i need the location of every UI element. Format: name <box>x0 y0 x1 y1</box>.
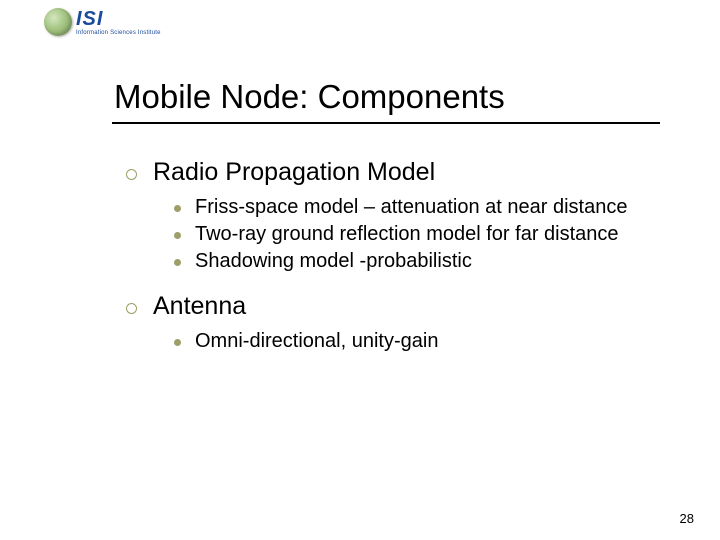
logo-text: ISI Information Sciences Institute <box>76 9 161 36</box>
solid-circle-bullet-icon <box>174 259 181 266</box>
section-antenna: Antenna Omni-directional, unity-gain <box>126 292 666 354</box>
logo-tagline: Information Sciences Institute <box>76 30 161 36</box>
list-item: Friss-space model – attenuation at near … <box>174 195 666 220</box>
sub-list: Friss-space model – attenuation at near … <box>174 195 666 274</box>
list-item: Shadowing model -probabilistic <box>174 249 666 274</box>
list-item-text: Friss-space model – attenuation at near … <box>195 195 627 220</box>
logo-acronym: ISI <box>76 9 161 29</box>
sub-list: Omni-directional, unity-gain <box>174 329 666 354</box>
page-number: 28 <box>680 511 694 526</box>
section-heading-row: Radio Propagation Model <box>126 158 666 187</box>
section-heading: Antenna <box>153 292 246 321</box>
slide-title: Mobile Node: Components <box>114 78 505 116</box>
list-item: Two-ray ground reflection model for far … <box>174 222 666 247</box>
open-circle-bullet-icon <box>126 169 137 180</box>
title-underline <box>112 122 660 124</box>
solid-circle-bullet-icon <box>174 205 181 212</box>
list-item: Omni-directional, unity-gain <box>174 329 666 354</box>
slide-content: Radio Propagation Model Friss-space mode… <box>126 158 666 372</box>
section-radio-propagation: Radio Propagation Model Friss-space mode… <box>126 158 666 274</box>
section-heading: Radio Propagation Model <box>153 158 435 187</box>
list-item-text: Two-ray ground reflection model for far … <box>195 222 619 247</box>
list-item-text: Omni-directional, unity-gain <box>195 329 438 354</box>
list-item-text: Shadowing model -probabilistic <box>195 249 472 274</box>
open-circle-bullet-icon <box>126 303 137 314</box>
logo: ISI Information Sciences Institute <box>44 8 161 36</box>
solid-circle-bullet-icon <box>174 339 181 346</box>
solid-circle-bullet-icon <box>174 232 181 239</box>
section-heading-row: Antenna <box>126 292 666 321</box>
logo-globe-icon <box>44 8 72 36</box>
